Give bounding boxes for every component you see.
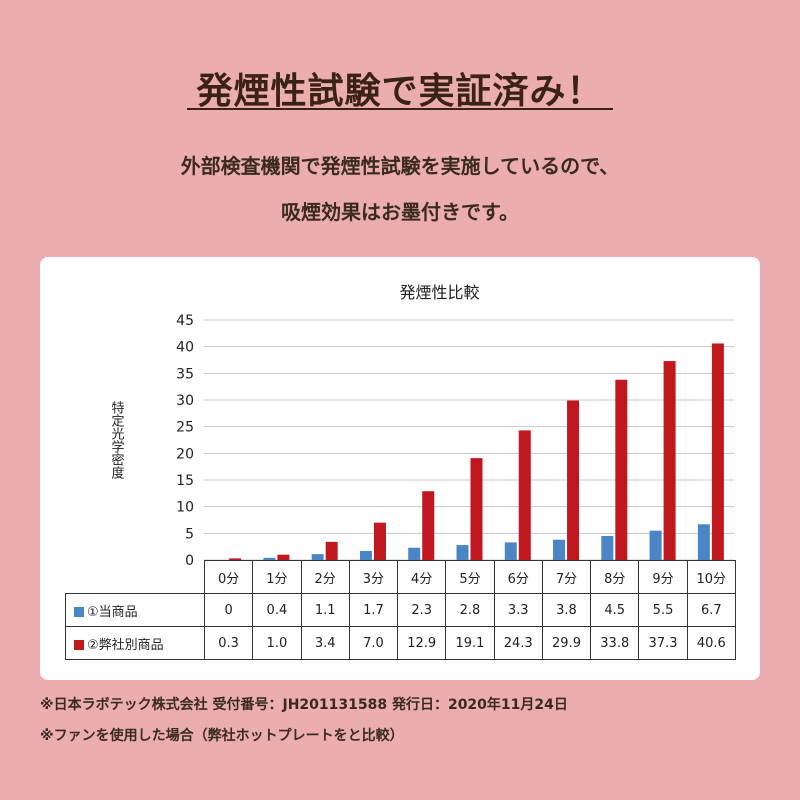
bar-series-1 [504, 542, 517, 560]
legend-entry: ①当商品 [65, 593, 205, 627]
data-label: 4.5 [590, 593, 640, 627]
bar-series-2 [422, 491, 435, 560]
bar-series-1 [456, 545, 469, 560]
table-header-row: 0分 1分 2分 3分 4分 5分 6分 7分 8分 9分 10分 [65, 560, 736, 594]
x-tick-label: 6分 [493, 560, 543, 594]
legend-label: ②弊社別商品 [87, 637, 164, 653]
table-row-series-1: ①当商品 0 0.4 1.1 1.7 2.3 2.8 3.3 3.8 4.5 5.5 6.7 [65, 593, 736, 627]
data-label: 19.1 [445, 626, 495, 660]
lead-text-line-2: 吸煙効果はお墨付きです。 [281, 200, 519, 224]
y-tick-label: 5 [185, 526, 194, 542]
y-tick-label: 15 [176, 473, 194, 489]
table-corner [65, 560, 205, 594]
data-label: 33.8 [590, 626, 640, 660]
data-label: 3.3 [493, 593, 543, 627]
bar-series-1 [311, 554, 324, 560]
data-label: 6.7 [686, 593, 736, 627]
bar-series-1 [263, 557, 276, 560]
bar-series-2 [663, 361, 676, 560]
x-tick-label: 0分 [203, 560, 254, 594]
chart-title: 発煙性比較 [399, 283, 479, 302]
y-tick-label: 30 [176, 393, 194, 409]
legend-entry: ②弊社別商品 [65, 626, 205, 660]
bar-series-2 [518, 430, 531, 560]
bar-series-2 [373, 522, 386, 560]
x-tick-label: 5分 [445, 560, 495, 594]
bar-series-1 [601, 536, 614, 560]
y-tick-label: 25 [176, 420, 194, 436]
data-label: 29.9 [541, 626, 592, 660]
data-label: 3.4 [300, 626, 350, 660]
data-label: 12.9 [397, 626, 447, 660]
x-tick-label: 2分 [300, 560, 350, 594]
x-tick-label: 9分 [638, 560, 688, 594]
y-tick-label: 10 [176, 500, 194, 516]
data-label: 0 [203, 593, 254, 627]
data-label: 1.0 [252, 626, 302, 660]
x-tick-label: 1分 [252, 560, 302, 594]
x-tick-label: 7分 [541, 560, 592, 594]
data-label: 2.3 [397, 593, 447, 627]
legend-swatch [74, 639, 84, 650]
y-tick-label: 40 [176, 340, 194, 356]
bar-series-2 [229, 558, 242, 560]
bar-series-2 [711, 343, 724, 560]
page-heading: 発煙性試験で実証済み！ [196, 71, 604, 112]
data-label: 24.3 [493, 626, 543, 660]
bar-series-2 [567, 400, 580, 560]
legend-swatch [74, 606, 84, 617]
footnote-2: ※ファンを使用した場合（弊社ホットプレートをと比較） [40, 728, 404, 744]
data-label: 0.4 [252, 593, 302, 627]
bar-series-2 [277, 554, 290, 560]
data-table: 0分 1分 2分 3分 4分 5分 6分 7分 8分 9分 10分 ①当商品 0 0.4 1.1 1.7 2.… [65, 560, 736, 660]
x-tick-label: 10分 [686, 560, 736, 594]
bar-series-2 [325, 541, 338, 560]
heading-underline [187, 108, 613, 110]
legend-label: ①当商品 [87, 604, 138, 620]
data-label: 0.3 [203, 626, 254, 660]
data-label: 1.7 [348, 593, 399, 627]
data-label: 37.3 [638, 626, 688, 660]
chart-card: 発煙性比較 0 5 10 15 20 25 30 35 40 45 特定光学密度 0分 1分 2分 3分 4分… [40, 257, 760, 680]
bar-series-1 [649, 530, 662, 560]
x-tick-label: 3分 [348, 560, 399, 594]
lead-text-line-1: 外部検査機関で発煙性試験を実施しているので、 [180, 154, 620, 178]
x-tick-label: 4分 [397, 560, 447, 594]
data-label: 3.8 [541, 593, 592, 627]
bar-series-1 [697, 524, 710, 560]
bar-series-2 [615, 379, 628, 560]
data-label: 2.8 [445, 593, 495, 627]
bar-series-1 [359, 550, 372, 560]
data-label: 5.5 [638, 593, 688, 627]
y-axis-label: 特定光学密度 [109, 401, 125, 479]
bar-series-1 [408, 547, 421, 560]
data-label: 40.6 [686, 626, 736, 660]
footnote-1: ※日本ラボテック株式会社 受付番号：JH201131588 発行日：2020年1… [40, 697, 568, 713]
y-tick-label: 45 [176, 313, 194, 329]
bar-series-2 [470, 458, 483, 560]
x-tick-label: 8分 [590, 560, 640, 594]
bar-series-1 [553, 539, 566, 560]
data-label: 7.0 [348, 626, 399, 660]
y-tick-label: 20 [176, 446, 194, 462]
data-label: 1.1 [300, 593, 350, 627]
table-row-series-2: ②弊社別商品 0.3 1.0 3.4 7.0 12.9 19.1 24.3 29.9 33.8 37… [65, 626, 736, 660]
y-tick-label: 35 [176, 366, 194, 382]
